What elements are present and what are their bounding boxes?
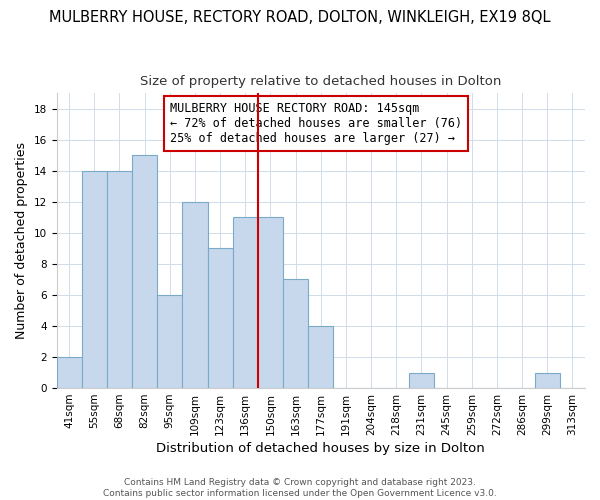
Bar bbox=[308, 326, 334, 388]
Bar bbox=[132, 156, 157, 388]
Bar bbox=[107, 171, 132, 388]
Bar bbox=[56, 357, 82, 388]
Text: MULBERRY HOUSE RECTORY ROAD: 145sqm
← 72% of detached houses are smaller (76)
25: MULBERRY HOUSE RECTORY ROAD: 145sqm ← 72… bbox=[170, 102, 462, 145]
Title: Size of property relative to detached houses in Dolton: Size of property relative to detached ho… bbox=[140, 75, 502, 88]
Text: Contains HM Land Registry data © Crown copyright and database right 2023.
Contai: Contains HM Land Registry data © Crown c… bbox=[103, 478, 497, 498]
Bar bbox=[82, 171, 107, 388]
Bar bbox=[157, 295, 182, 388]
Bar bbox=[409, 372, 434, 388]
Y-axis label: Number of detached properties: Number of detached properties bbox=[15, 142, 28, 339]
X-axis label: Distribution of detached houses by size in Dolton: Distribution of detached houses by size … bbox=[157, 442, 485, 455]
Bar bbox=[182, 202, 208, 388]
Bar bbox=[283, 280, 308, 388]
Bar bbox=[535, 372, 560, 388]
Bar bbox=[258, 218, 283, 388]
Bar bbox=[208, 248, 233, 388]
Bar bbox=[233, 218, 258, 388]
Text: MULBERRY HOUSE, RECTORY ROAD, DOLTON, WINKLEIGH, EX19 8QL: MULBERRY HOUSE, RECTORY ROAD, DOLTON, WI… bbox=[49, 10, 551, 25]
